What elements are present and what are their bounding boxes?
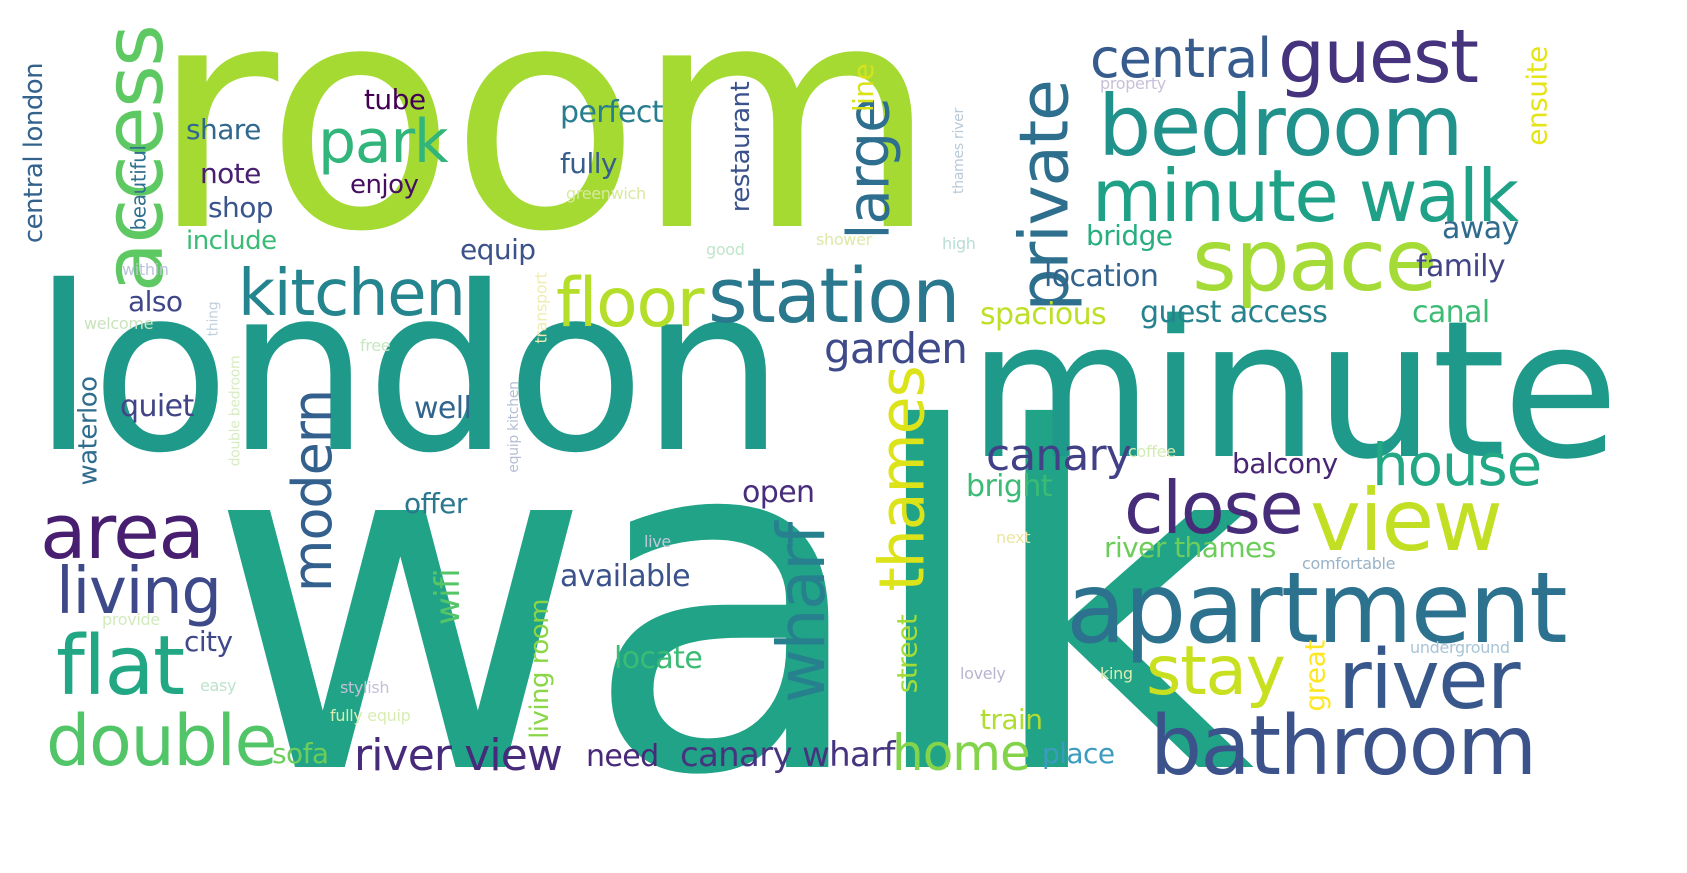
- word: area: [40, 487, 205, 576]
- word: london: [32, 237, 785, 503]
- word: kitchen: [238, 257, 466, 331]
- word: king: [1100, 664, 1133, 683]
- word: double: [46, 700, 278, 782]
- word: lovely: [960, 664, 1006, 683]
- word: enjoy: [350, 170, 419, 200]
- word: large: [834, 98, 903, 240]
- word: stay: [1146, 632, 1286, 711]
- word: river: [1338, 633, 1521, 728]
- word: wifi: [427, 569, 468, 625]
- word: share: [186, 113, 261, 146]
- word: quiet: [120, 389, 194, 424]
- word: property: [1100, 74, 1166, 93]
- word: balcony: [1232, 447, 1338, 480]
- word: sofa: [272, 737, 329, 770]
- word: perfect: [560, 95, 664, 130]
- word: fully equip: [330, 706, 411, 725]
- word: live: [644, 532, 671, 551]
- word: central: [1090, 27, 1272, 90]
- word: need: [586, 739, 659, 774]
- word: living room: [524, 599, 555, 739]
- word: equip kitchen: [505, 381, 522, 473]
- word: greenwich: [566, 184, 646, 203]
- word: guest: [1278, 14, 1479, 100]
- word: place: [1042, 737, 1115, 770]
- word: apartment: [1066, 552, 1568, 666]
- word: wharf: [763, 522, 841, 704]
- word: home: [892, 724, 1031, 782]
- word: bridge: [1086, 219, 1173, 252]
- word: equip: [460, 233, 536, 266]
- word: waterloo: [73, 376, 104, 486]
- word: central london: [19, 62, 50, 244]
- word: canary: [986, 430, 1132, 481]
- word: beautiful: [126, 145, 151, 231]
- word: bathroom: [1150, 699, 1537, 794]
- word: flat: [56, 619, 185, 714]
- word: easy: [200, 676, 237, 695]
- word: park: [318, 107, 449, 177]
- word: shop: [208, 191, 274, 224]
- word: ensuite: [1520, 46, 1554, 146]
- word: restaurant: [726, 81, 757, 213]
- word: stylish: [340, 678, 390, 697]
- word: walk: [208, 331, 1255, 873]
- word: good: [706, 240, 745, 259]
- word: thames: [865, 366, 939, 592]
- word: next: [996, 528, 1031, 547]
- word: guest access: [1140, 295, 1328, 330]
- word: room: [150, 0, 938, 300]
- word: family: [1416, 249, 1506, 284]
- word: great: [1298, 640, 1332, 712]
- word: line: [847, 63, 881, 113]
- word: underground: [1410, 638, 1510, 657]
- word: floor: [556, 264, 705, 343]
- word: city: [184, 625, 233, 658]
- word: shower: [816, 230, 872, 249]
- word: bright: [966, 469, 1053, 504]
- word: offer: [404, 487, 467, 520]
- word: bedroom: [1098, 77, 1464, 175]
- word: high: [942, 234, 976, 253]
- word: include: [186, 226, 277, 256]
- word: comfortable: [1302, 554, 1396, 573]
- word: thames river: [950, 108, 967, 194]
- word: street: [890, 614, 924, 694]
- word: tube: [364, 83, 426, 116]
- word: location: [1044, 259, 1159, 294]
- word: transport: [531, 272, 551, 344]
- word: coffee: [1128, 442, 1176, 461]
- word: open: [742, 475, 815, 510]
- word: note: [200, 157, 261, 190]
- word: river view: [354, 730, 563, 781]
- word: minute: [968, 280, 1619, 501]
- word: river thames: [1104, 531, 1276, 564]
- word: station: [708, 251, 960, 340]
- word: free: [360, 336, 391, 355]
- word: living: [56, 555, 222, 629]
- word: thing: [205, 301, 222, 337]
- word: within: [122, 260, 169, 279]
- word: modern: [281, 389, 345, 593]
- word: available: [560, 559, 691, 594]
- word: close: [1124, 466, 1304, 550]
- word: minute walk: [1092, 154, 1519, 238]
- word: house: [1372, 431, 1542, 499]
- word: space: [1192, 211, 1437, 311]
- word: canary wharf: [680, 735, 895, 775]
- word: away: [1442, 211, 1519, 246]
- word: garden: [824, 324, 968, 373]
- word: locate: [614, 641, 703, 676]
- word: fully: [560, 147, 617, 180]
- word: double bedroom: [227, 355, 244, 467]
- word: provide: [102, 610, 160, 629]
- word: train: [980, 703, 1043, 736]
- word: spacious: [980, 297, 1107, 332]
- word: welcome: [84, 314, 154, 333]
- word: well: [414, 391, 472, 426]
- word: view: [1310, 471, 1503, 571]
- word: also: [128, 285, 183, 318]
- word: canal: [1412, 295, 1490, 330]
